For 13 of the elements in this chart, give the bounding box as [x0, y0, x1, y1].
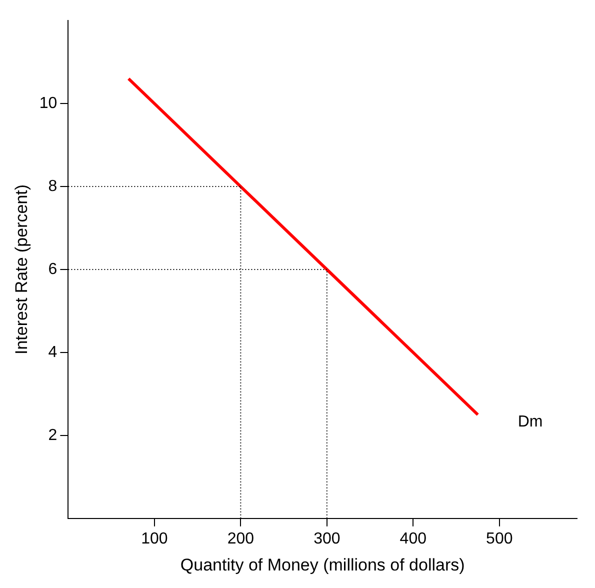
x-axis-title: Quantity of Money (millions of dollars): [180, 555, 465, 574]
y-tick-label: 2: [48, 426, 58, 444]
x-tick-label: 400: [400, 530, 427, 548]
y-tick-label: 4: [48, 344, 58, 361]
y-tick-label: 6: [48, 260, 58, 278]
x-tick-label: 200: [227, 530, 254, 548]
x-tick-label: 100: [141, 530, 168, 548]
y-tick-label: 8: [48, 178, 58, 195]
y-axis-title: Interest Rate (percent): [12, 184, 31, 355]
text: Dm: [518, 414, 543, 431]
y-tick-label: 10: [39, 94, 58, 112]
x-tick-label: 300: [314, 530, 340, 548]
x-tick-label: 500: [486, 530, 513, 548]
